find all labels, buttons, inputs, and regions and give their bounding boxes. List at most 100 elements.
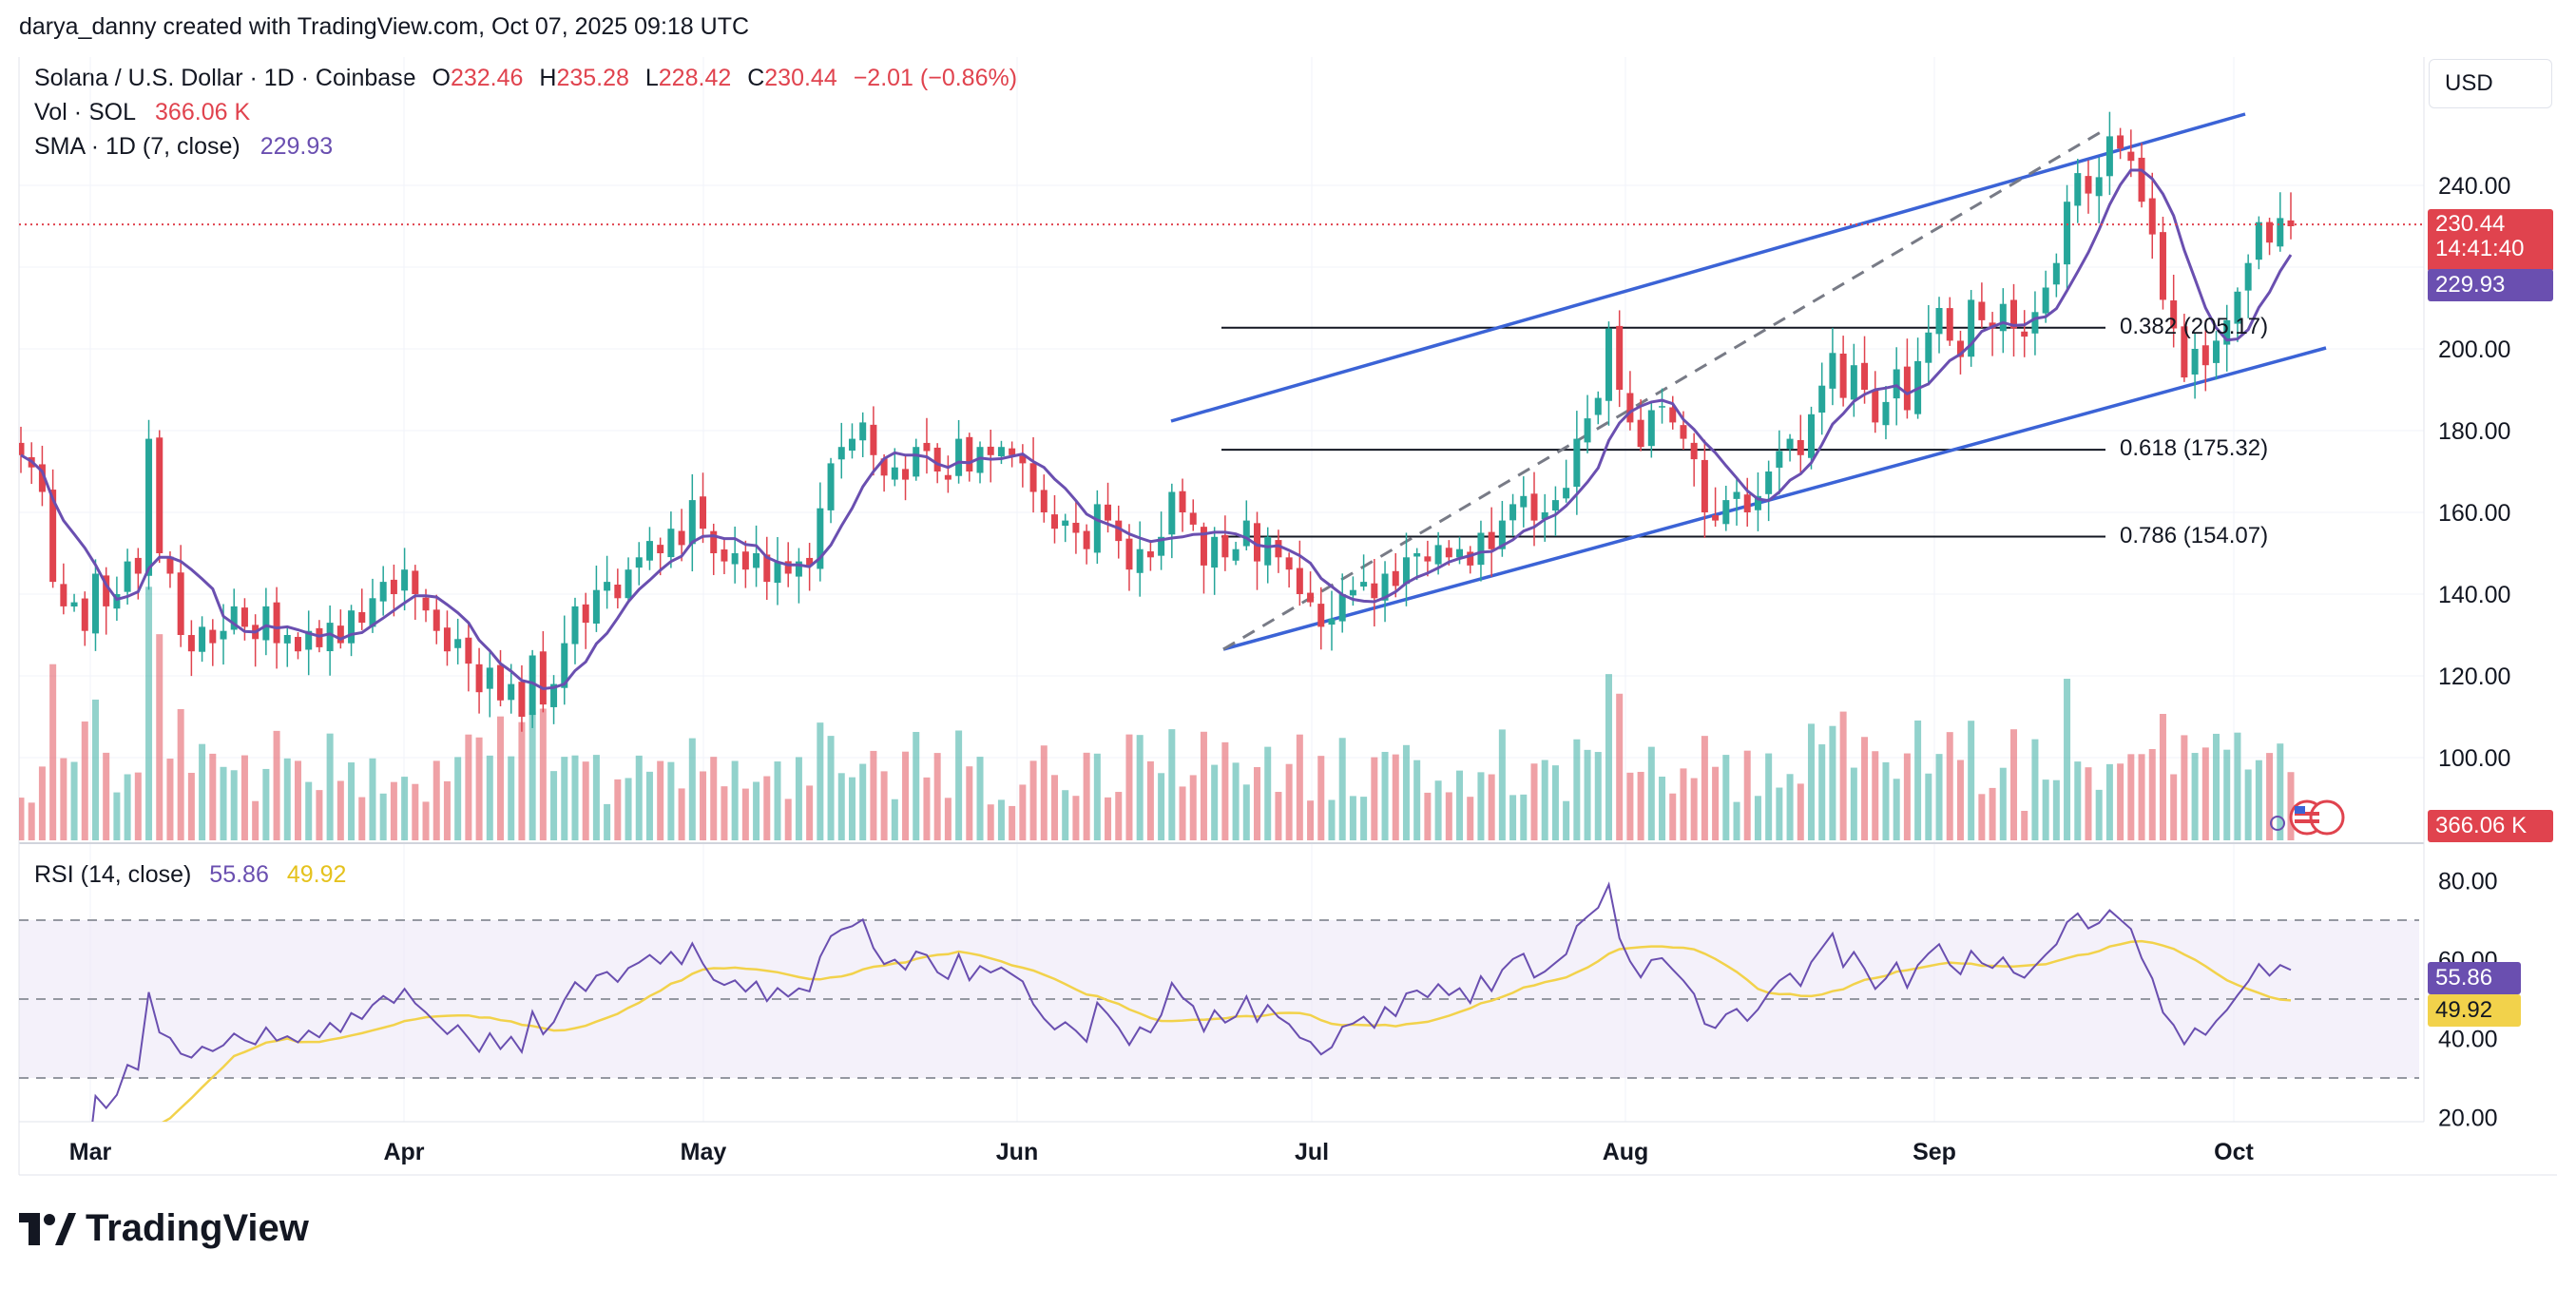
time-axis[interactable]: Mar Apr May Jun Jul Aug Sep Oct: [69, 1139, 2255, 1165]
candle-body: [2085, 176, 2092, 194]
volume-bar: [1402, 744, 1410, 840]
candle-body: [103, 575, 110, 606]
candle-body: [795, 561, 802, 577]
volume-bar: [465, 734, 472, 840]
volume-bar: [688, 738, 696, 840]
volume-bar: [262, 768, 270, 840]
volume-bar: [2201, 747, 2209, 840]
candle-body: [1637, 419, 1644, 448]
volume-bar: [529, 711, 536, 840]
rsi-ma-value: 49.92: [286, 861, 347, 888]
volume-bar: [49, 664, 57, 840]
volume-bar: [571, 755, 579, 840]
candle-body: [604, 582, 611, 591]
volume-bar: [604, 803, 611, 840]
price-axis[interactable]: 100.00 120.00 140.00 160.00 180.00 200.00 240.…: [2438, 173, 2510, 772]
volume-bar: [209, 753, 217, 840]
volume-bar: [1498, 729, 1506, 840]
tradingview-logo[interactable]: TradingView: [19, 1207, 309, 1250]
volume-bar: [1050, 775, 1058, 840]
candle-body: [486, 667, 493, 689]
candle-body: [902, 469, 910, 480]
volume-bar: [1754, 796, 1761, 840]
candle-body: [1839, 353, 1847, 398]
volume-bar: [1690, 778, 1698, 840]
candle-body: [2287, 220, 2295, 226]
candle-body: [1456, 548, 1464, 558]
volume-bar: [2244, 769, 2252, 840]
sma-label: SMA · 1D (7, close): [34, 133, 240, 160]
volume-bar: [1136, 735, 1144, 840]
candle-body: [1563, 488, 1570, 499]
candle-body: [401, 569, 409, 591]
candle-body: [475, 664, 483, 693]
volume-bar: [1254, 766, 1261, 840]
candle-body: [1797, 439, 1804, 455]
volume-bar: [625, 778, 632, 840]
fibonacci-retracement[interactable]: [1221, 326, 2105, 538]
volume-bar: [880, 771, 888, 840]
time-tick-label: Jul: [1295, 1139, 1329, 1165]
candle-body: [316, 627, 323, 647]
candle-body: [199, 626, 206, 652]
volume-bar: [38, 766, 46, 840]
volume-bar: [2159, 714, 2166, 840]
volume-bar: [795, 757, 802, 840]
volume-bar: [635, 755, 643, 840]
volume-bar: [539, 708, 547, 840]
candle-body: [273, 602, 280, 644]
volume-bar: [145, 587, 153, 840]
volume-bar: [2074, 761, 2082, 840]
candle-body: [1125, 538, 1133, 570]
volume-bar: [710, 757, 718, 840]
volume-bar: [2223, 749, 2231, 840]
volume-bar: [1200, 731, 1207, 840]
rsi-line: [91, 881, 2292, 1122]
volume-bar: [433, 760, 440, 840]
candle-body: [1029, 463, 1037, 492]
candle-body: [827, 463, 835, 510]
candle-body: [1882, 401, 1890, 426]
volume-bar: [1659, 776, 1666, 840]
candle-body: [2234, 291, 2241, 324]
volume-bar: [134, 772, 142, 840]
volume-bar: [1935, 754, 1943, 840]
candle-body: [657, 545, 664, 553]
volume-bar: [220, 766, 227, 840]
sma-line: [20, 168, 2293, 691]
candle-body: [369, 598, 376, 627]
volume-bar: [1626, 772, 1634, 840]
volume-bar: [2213, 733, 2220, 840]
price-tick-label: 200.00: [2438, 337, 2510, 363]
bar-countdown: 14:41:40: [2435, 236, 2525, 261]
sma-legend: SMA · 1D (7, close) 229.93: [34, 133, 333, 161]
price-tick-label: 180.00: [2438, 418, 2510, 445]
candle-body: [240, 607, 248, 627]
candle-body: [1659, 406, 1666, 408]
volume-bar: [1371, 757, 1378, 840]
candle-body: [177, 572, 184, 635]
trend-channel[interactable]: [1170, 112, 2327, 651]
volume-bar: [369, 758, 376, 840]
candle-body: [187, 635, 195, 652]
currency-button[interactable]: USD: [2429, 59, 2552, 108]
candle-body: [1083, 530, 1090, 549]
volume-bar: [1989, 787, 1996, 840]
economic-events-icon[interactable]: [2270, 799, 2345, 836]
volume-legend: Vol · SOL 366.06 K: [34, 99, 250, 126]
candle-body: [2213, 340, 2220, 363]
candle-body: [1317, 604, 1325, 627]
volume-bar: [1285, 763, 1293, 840]
candle-body: [1338, 594, 1346, 622]
candle-body: [1935, 308, 1943, 335]
volume-bar: [891, 798, 898, 840]
candle-body: [60, 584, 67, 606]
candle-body: [2138, 157, 2145, 202]
volume-bar: [486, 755, 493, 840]
candle-body: [1818, 385, 1826, 414]
volume-bar: [28, 802, 35, 840]
candle-body: [1093, 504, 1101, 553]
volume-bar: [497, 716, 505, 840]
candle-body: [518, 682, 526, 717]
